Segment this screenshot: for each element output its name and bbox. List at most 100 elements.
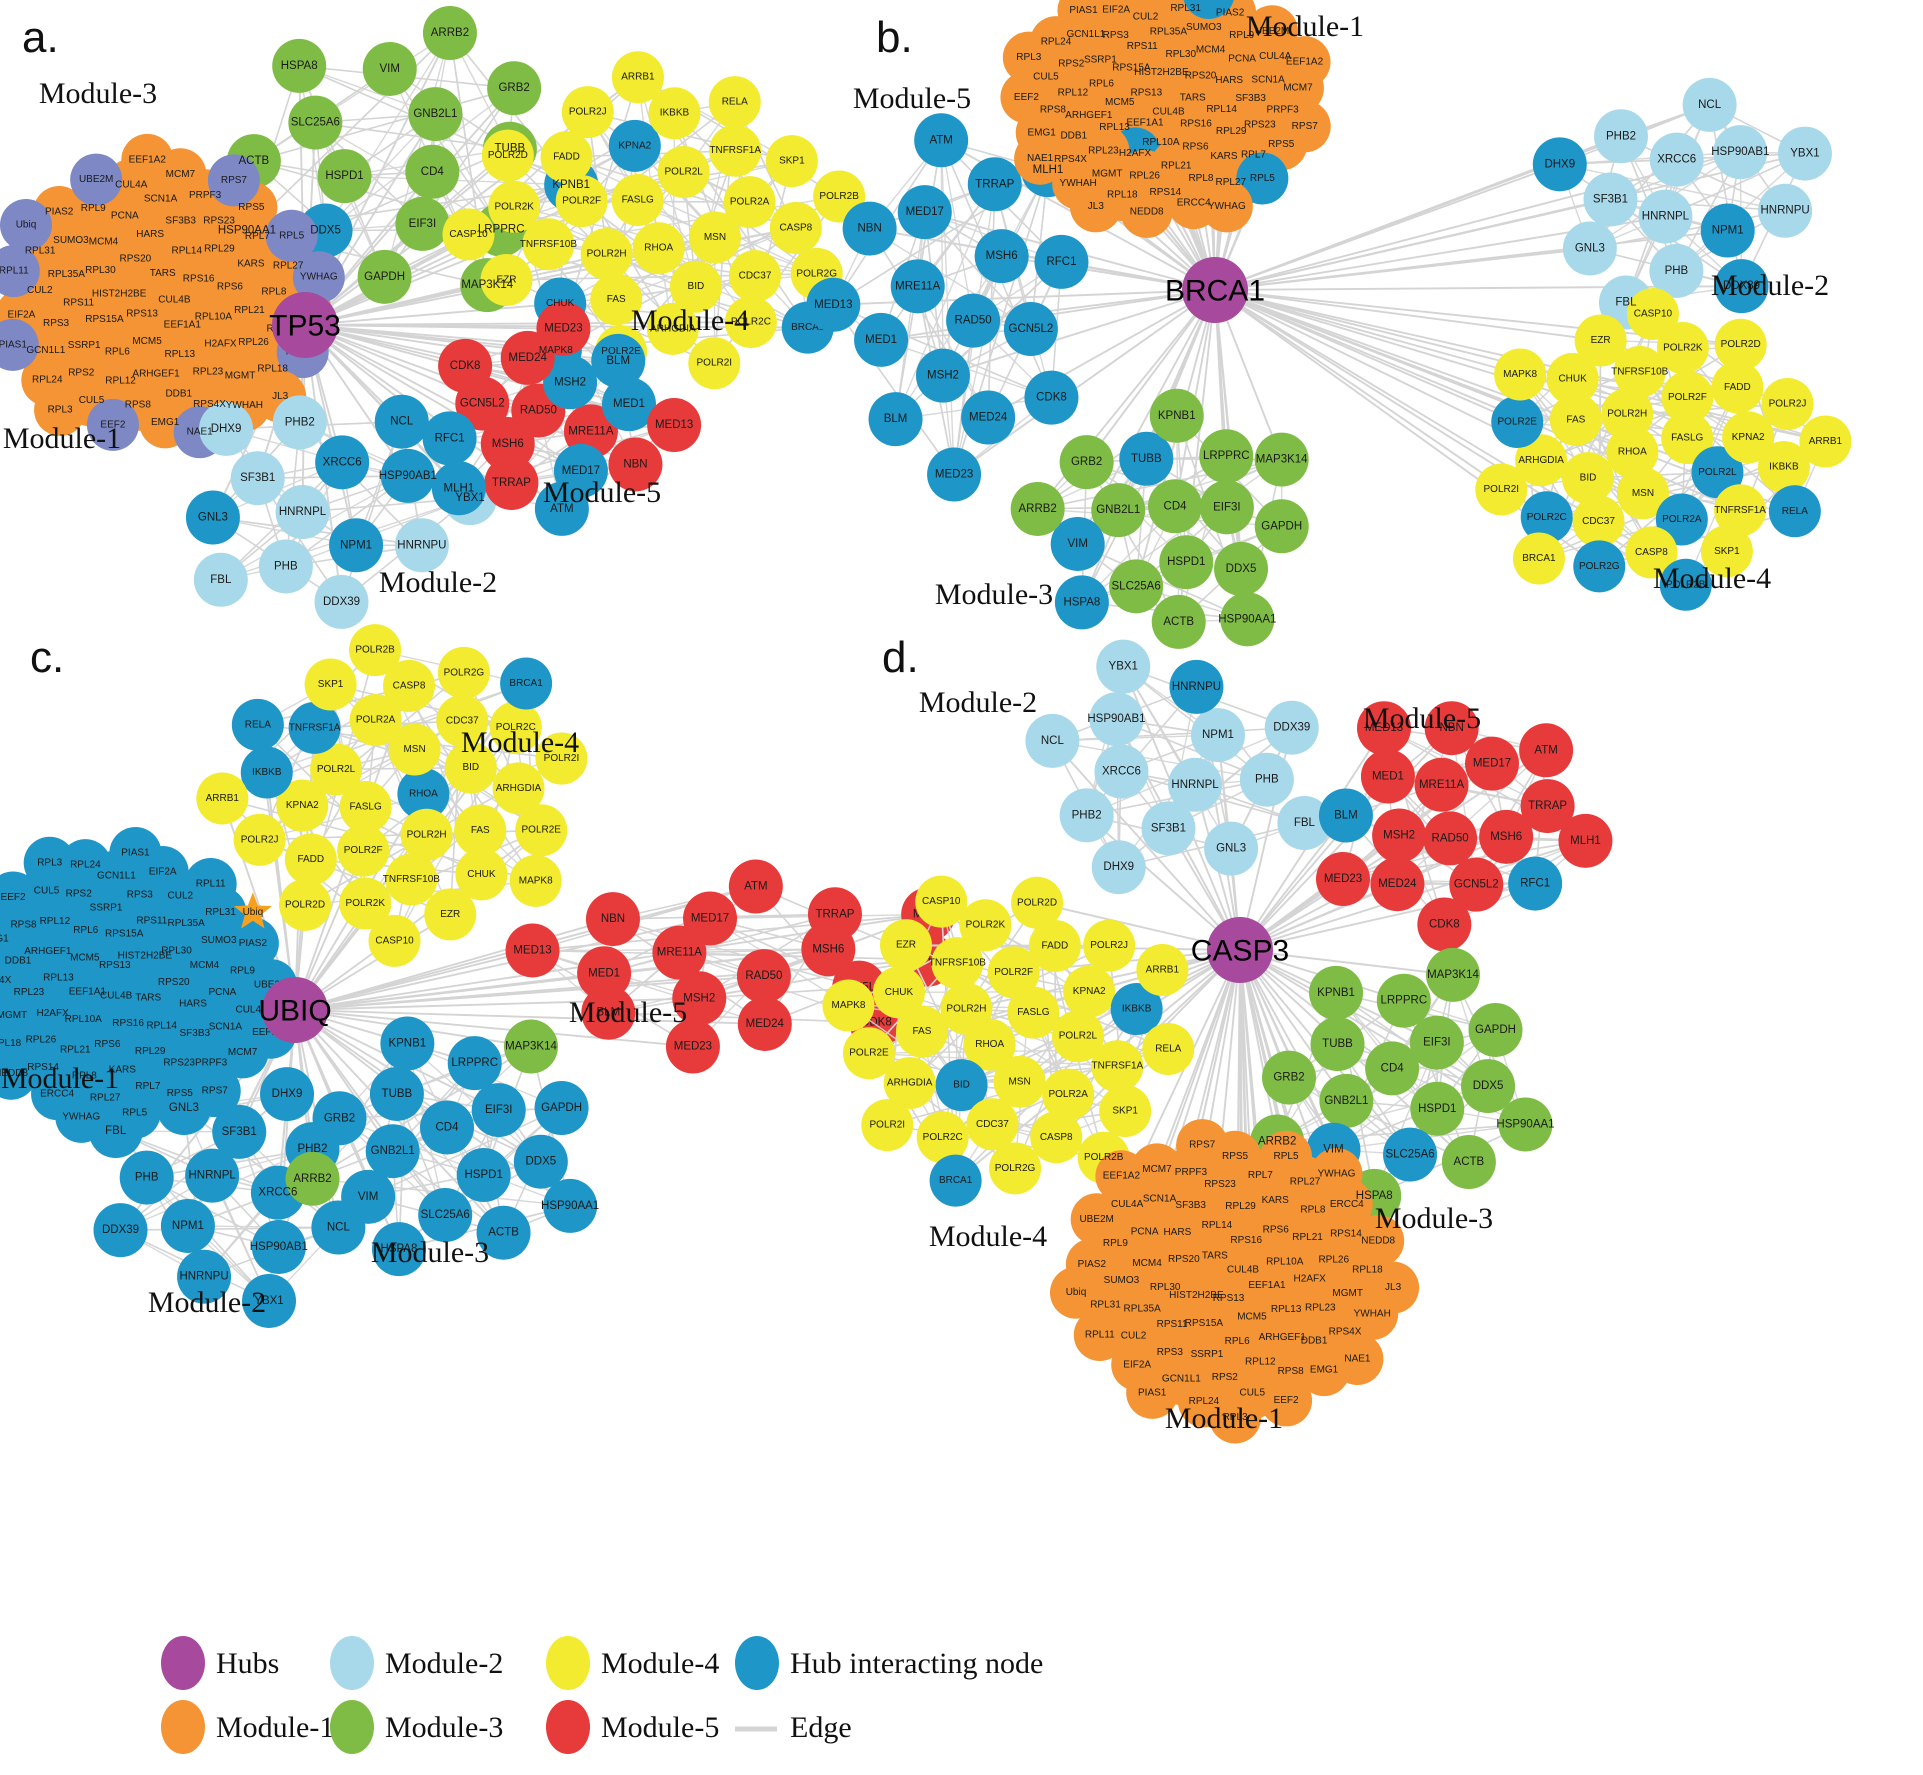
- node-POLR2I[interactable]: [535, 732, 588, 785]
- node-SKP1[interactable]: [1099, 1085, 1152, 1138]
- node-POLR2E[interactable]: [1491, 395, 1544, 448]
- node-FBL[interactable]: [193, 552, 248, 607]
- node-ARHGDIA[interactable]: [492, 762, 545, 815]
- node-CASP10[interactable]: [442, 208, 495, 261]
- node-DHX9[interactable]: [1532, 137, 1587, 192]
- node-POLR2K[interactable]: [959, 899, 1012, 952]
- node-SLC25A6[interactable]: [1383, 1127, 1438, 1182]
- node-DDX39[interactable]: [93, 1203, 148, 1258]
- node-ACTB[interactable]: [1441, 1134, 1496, 1189]
- node-SKP1[interactable]: [1700, 525, 1753, 578]
- node-PHB2[interactable]: [1059, 788, 1114, 843]
- node-TNFRSF1A[interactable]: [288, 701, 341, 754]
- node-POLR2L[interactable]: [1051, 1010, 1104, 1063]
- node-HNRNPU[interactable]: [1169, 659, 1224, 714]
- node-TRRAP[interactable]: [484, 455, 539, 510]
- node-NEDD8[interactable]: [1120, 185, 1173, 238]
- node-FBL[interactable]: [88, 1104, 143, 1159]
- node-YWHAG[interactable]: [1200, 180, 1253, 233]
- node-MED24[interactable]: [961, 390, 1016, 445]
- node-GCN5L2[interactable]: [1003, 302, 1058, 357]
- node-NCL[interactable]: [374, 394, 429, 449]
- node-POLR2L[interactable]: [657, 146, 710, 199]
- node-FASLG[interactable]: [1661, 412, 1714, 465]
- node-EIF3I[interactable]: [395, 196, 450, 251]
- node-CD4[interactable]: [1365, 1041, 1420, 1096]
- node-MED17[interactable]: [897, 185, 952, 240]
- node-CDC37[interactable]: [729, 249, 782, 302]
- node-MSH2[interactable]: [543, 355, 598, 410]
- node-MED24[interactable]: [1370, 857, 1425, 912]
- node-JL3[interactable]: [1069, 180, 1122, 233]
- node-SF3B1[interactable]: [230, 451, 285, 506]
- node-LRPPRC[interactable]: [1376, 973, 1431, 1028]
- node-HSPD1[interactable]: [317, 149, 372, 204]
- node-GNL3[interactable]: [1204, 821, 1259, 876]
- node-SLC25A6[interactable]: [1109, 559, 1164, 614]
- node-POLR2B[interactable]: [1659, 558, 1712, 611]
- node-DDX39[interactable]: [1714, 259, 1769, 314]
- node-HNRNPL[interactable]: [1168, 757, 1223, 812]
- node-TNFRSF1A[interactable]: [1091, 1040, 1144, 1093]
- node-RELA[interactable]: [1768, 485, 1821, 538]
- node-CD4[interactable]: [1148, 479, 1203, 534]
- node-HNRNPL[interactable]: [185, 1148, 240, 1203]
- node-POLR2B[interactable]: [349, 624, 402, 677]
- node-RPL5[interactable]: [1260, 1130, 1313, 1183]
- node-KPNB1[interactable]: [380, 1016, 435, 1071]
- node-HSPA8[interactable]: [272, 38, 327, 93]
- node-MED23[interactable]: [927, 447, 982, 502]
- node-TNFRSF10B[interactable]: [385, 853, 438, 906]
- node-EEF1A2[interactable]: [121, 133, 174, 186]
- node-MSN[interactable]: [1616, 467, 1669, 520]
- node-FASLG[interactable]: [1007, 986, 1060, 1039]
- node-EMG1[interactable]: [0, 913, 21, 965]
- node-BLM[interactable]: [868, 392, 923, 447]
- node-MAPK8[interactable]: [822, 979, 875, 1032]
- node-HSPD1[interactable]: [1410, 1081, 1465, 1136]
- node-FAS[interactable]: [895, 1005, 948, 1058]
- node-IKBKB[interactable]: [240, 746, 293, 799]
- node-FADD[interactable]: [284, 833, 337, 886]
- node-MLH1[interactable]: [431, 461, 486, 516]
- node-RPS4X[interactable]: [0, 954, 21, 1006]
- node-MED17[interactable]: [683, 891, 738, 946]
- node-FASLG[interactable]: [611, 173, 664, 226]
- node-POLR2D[interactable]: [1011, 876, 1064, 929]
- node-RPL11[interactable]: [184, 858, 237, 911]
- node-Ubiq[interactable]: [1049, 1266, 1102, 1319]
- node-POLR2F[interactable]: [1661, 371, 1714, 424]
- node-MED23[interactable]: [1315, 852, 1370, 907]
- node-KPNA2[interactable]: [1063, 965, 1116, 1018]
- node-KPNB1[interactable]: [1149, 388, 1204, 443]
- node-POLR2A[interactable]: [723, 176, 776, 229]
- node-GAPDH[interactable]: [1468, 1002, 1523, 1057]
- node-POLR2K[interactable]: [1656, 321, 1709, 374]
- node-XRCC6[interactable]: [315, 435, 370, 490]
- node-MED1[interactable]: [1360, 749, 1415, 804]
- node-MAPK8[interactable]: [1494, 348, 1547, 401]
- node-MED13[interactable]: [1356, 701, 1411, 756]
- node-SLC25A6[interactable]: [288, 95, 343, 150]
- node-NPM1[interactable]: [160, 1198, 215, 1253]
- node-YBX1[interactable]: [1777, 126, 1832, 181]
- node-PIAS1[interactable]: [1057, 0, 1110, 37]
- node-POLR2J[interactable]: [561, 86, 614, 139]
- node-PHB[interactable]: [258, 539, 313, 594]
- node-IKBKB[interactable]: [1110, 983, 1163, 1036]
- node-RHOA[interactable]: [1606, 426, 1659, 479]
- node-ATM[interactable]: [534, 481, 589, 536]
- node-POLR2F[interactable]: [555, 175, 608, 228]
- node-HNRNPU[interactable]: [177, 1249, 232, 1304]
- node-POLR2C[interactable]: [724, 296, 777, 349]
- node-SKP1[interactable]: [304, 658, 357, 711]
- node-KPNA2[interactable]: [276, 779, 329, 832]
- node-ATM[interactable]: [1519, 723, 1574, 778]
- node-RHOA[interactable]: [632, 222, 685, 275]
- node-BID[interactable]: [935, 1059, 988, 1112]
- node-ARHGDIA[interactable]: [646, 302, 699, 355]
- node-MED24[interactable]: [737, 996, 792, 1051]
- node-NEDD8[interactable]: [1352, 1214, 1405, 1267]
- node-GAPDH[interactable]: [534, 1080, 589, 1135]
- node-GNB2L1[interactable]: [1091, 483, 1146, 538]
